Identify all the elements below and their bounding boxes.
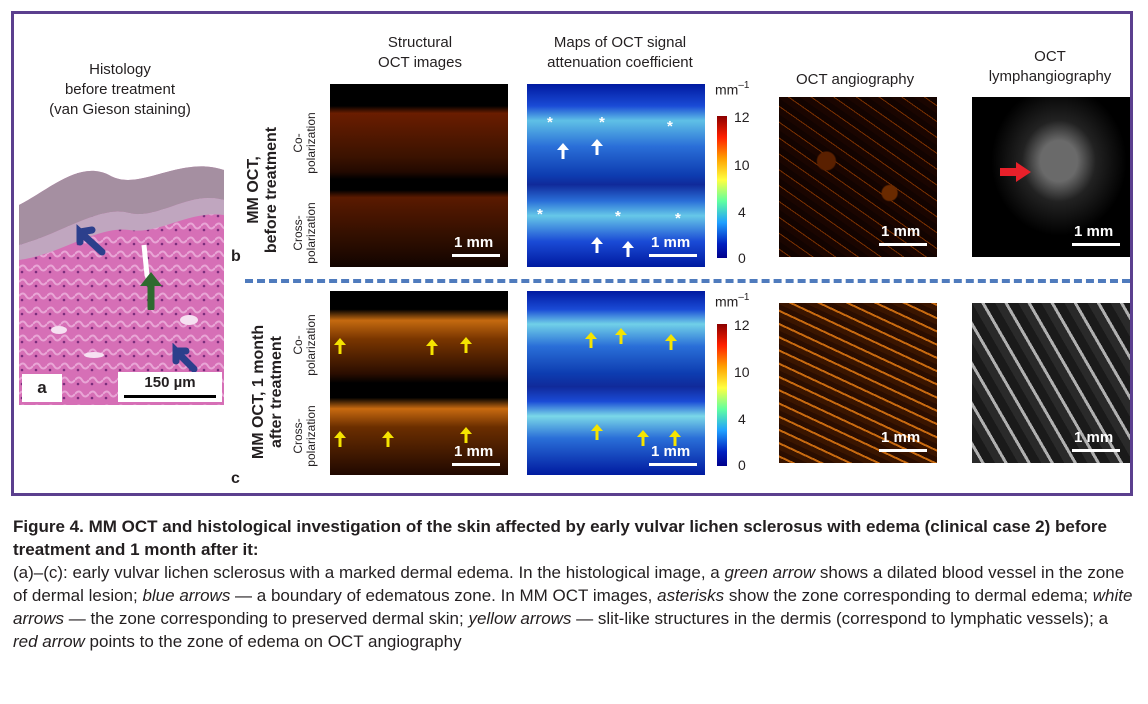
caption-title: Figure 4. MM OCT and histological invest… [13, 517, 1107, 559]
yellow-arrow-icon [460, 337, 472, 353]
structural-oct-c: 1 mm [330, 291, 508, 475]
colorbar-tick: 10 [734, 364, 750, 380]
white-arrow-icon [591, 139, 603, 155]
angiography-c: 1 mm [779, 303, 937, 463]
white-arrow-icon [591, 237, 603, 253]
sublabel-cross-b: Cross-polarization [291, 202, 318, 264]
yellow-arrow-icon [669, 430, 681, 446]
yellow-arrow-icon [334, 431, 346, 447]
attenuation-map-c: 1 mm [527, 291, 705, 475]
panel-label-a: a [22, 374, 62, 402]
yellow-arrow-icon [665, 334, 677, 350]
caption-body: (a)–(c): early vulvar lichen sclerosus w… [13, 563, 1133, 651]
lymphangiography-b: 1 mm [972, 97, 1130, 257]
colorbar-tick: 0 [738, 457, 746, 473]
panel-label-c: c [231, 470, 240, 487]
colorbar-tick: 4 [738, 204, 746, 220]
blue-arrow-icon [172, 343, 198, 373]
header-maps: Maps of OCT signal attenuation coefficie… [547, 34, 693, 71]
scale-label: 150 µm [144, 374, 196, 391]
green-arrow-icon [140, 272, 162, 310]
colorbar-tick: 4 [738, 411, 746, 427]
yellow-arrow-icon [585, 332, 597, 348]
row-title-c: MM OCT, 1 month after treatment [250, 324, 285, 460]
sublabel-co-c: Co-polarization [291, 314, 318, 376]
scale-bar: 150 µm [118, 372, 222, 402]
lymphangiography-c: 1 mm [972, 303, 1130, 463]
red-arrow-icon [1000, 162, 1031, 182]
sublabel-co-b: Co-polarization [291, 112, 318, 174]
white-arrow-icon [557, 143, 569, 159]
figure-frame [11, 11, 1133, 496]
header-angiography: OCT angiography [795, 71, 915, 88]
yellow-arrow-icon [615, 328, 627, 344]
colorbar-c [717, 324, 727, 466]
yellow-arrow-icon [591, 424, 603, 440]
figure-caption: Figure 4. MM OCT and histological invest… [13, 515, 1135, 653]
colorbar-b [717, 116, 727, 258]
yellow-arrow-icon [637, 430, 649, 446]
row-divider [245, 279, 1130, 283]
header-lymphangiography: OCT lymphangiography [988, 48, 1112, 85]
yellow-arrow-icon [460, 427, 472, 443]
yellow-arrow-icon [334, 338, 346, 354]
sublabel-cross-c: Cross-polarization [291, 405, 318, 467]
colorbar-unit-b: mm–1 [715, 80, 750, 98]
yellow-arrow-icon [426, 339, 438, 355]
white-arrow-icon [622, 241, 634, 257]
row-title-b: MM OCT, before treatment [245, 126, 280, 254]
panel-label-b: b [231, 248, 241, 265]
header-structural: Structural OCT images [378, 34, 462, 71]
yellow-arrow-icon [382, 431, 394, 447]
colorbar-tick: 12 [734, 317, 750, 333]
structural-oct-b: 1 mm [330, 84, 508, 267]
blue-arrow-icon [76, 224, 106, 256]
histology-header: Histology before treatment (van Gieson s… [49, 61, 191, 118]
colorbar-tick: 10 [734, 157, 750, 173]
colorbar-unit-c: mm–1 [715, 292, 750, 310]
colorbar-tick: 0 [738, 250, 746, 266]
attenuation-map-b: * * * * * * 1 mm [527, 84, 705, 267]
angiography-b: 1 mm [779, 97, 937, 257]
colorbar-tick: 12 [734, 109, 750, 125]
